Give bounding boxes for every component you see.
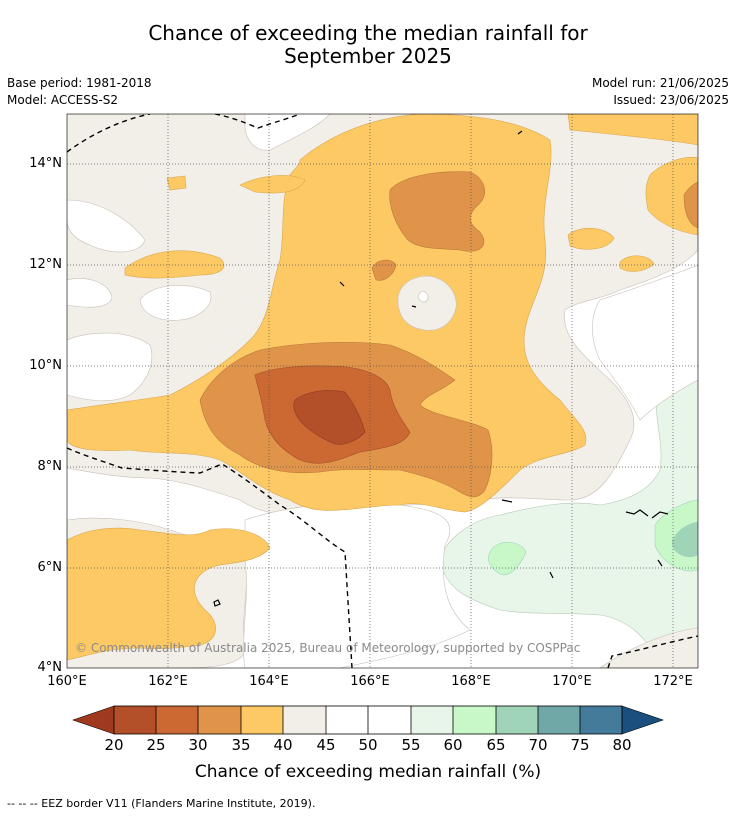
field-45-55-ring [417, 291, 429, 303]
rainfall-map [66, 113, 699, 669]
lon-tick-166: 166°E [350, 674, 390, 689]
field-45-55-w1 [67, 278, 113, 308]
field-45-55-e [592, 264, 698, 421]
colorbar-bin-75-80 [580, 706, 622, 734]
cb-tick-70: 70 [528, 736, 548, 754]
base-period: Base period: 1981-2018 [7, 76, 152, 90]
colorbar-bin-35-40 [241, 706, 283, 734]
lon-tick-160: 160°E [47, 674, 87, 689]
colorbar-dividers [155, 706, 581, 734]
colorbar-under-arrow [72, 705, 115, 735]
title-line-2: September 2025 [284, 44, 452, 68]
colorbar-bin-20-25 [114, 706, 156, 734]
cb-tick-40: 40 [273, 736, 293, 754]
cb-tick-75: 75 [570, 736, 590, 754]
colorbar-frame [113, 705, 623, 735]
cb-tick-80: 80 [612, 736, 632, 754]
model-name: Model: ACCESS-S2 [7, 93, 119, 107]
lat-tick-14: 14°N [29, 156, 62, 171]
island-marks [213, 130, 669, 607]
cb-tick-25: 25 [146, 736, 166, 754]
cb-tick-45: 45 [316, 736, 336, 754]
copyright-notice: © Commonwealth of Australia 2025, Bureau… [75, 641, 581, 655]
eez-legend-note: -- -- -- EEZ border V11 (Flanders Marine… [7, 797, 316, 810]
model-run: Model run: 21/06/2025 [591, 76, 729, 90]
lat-tick-10: 10°N [29, 358, 62, 373]
field-65-70 [672, 522, 698, 558]
field-35-40-dot [166, 175, 187, 191]
cb-tick-60: 60 [443, 736, 463, 754]
cb-tick-55: 55 [401, 736, 421, 754]
colorbar-bin-55-60 [411, 706, 453, 734]
lat-tick-4: 4°N [37, 660, 63, 675]
lon-tick-164: 164°E [249, 674, 289, 689]
chart-title: Chance of exceeding the median rainfall … [0, 22, 736, 68]
cb-tick-50: 50 [358, 736, 378, 754]
field-35-40-e2 [567, 227, 615, 250]
field-45-55-top [244, 114, 331, 151]
meta-right: Model run: 21/06/2025 Issued: 23/06/2025 [592, 75, 729, 109]
field-30-35-e [683, 181, 698, 229]
lat-tick-6: 6°N [37, 560, 63, 575]
field-30-35-small [371, 259, 397, 281]
cb-tick-65: 65 [486, 736, 506, 754]
lon-tick-168: 168°E [451, 674, 491, 689]
field-45-55-nw [67, 199, 146, 253]
colorbar-bin-45-50 [326, 706, 368, 734]
colorbar-bin-70-75 [538, 706, 580, 734]
colorbar [72, 705, 664, 735]
colorbar-label: Chance of exceeding median rainfall (%) [194, 762, 542, 782]
cb-tick-20: 20 [104, 736, 124, 754]
field-60-65-a [488, 541, 527, 576]
lon-tick-162: 162°E [148, 674, 188, 689]
field-35-40-n [239, 175, 306, 194]
issued-date: Issued: 23/06/2025 [613, 93, 729, 107]
colorbar-bin-65-70 [496, 706, 538, 734]
map-fields [67, 114, 698, 668]
field-45-55-w3 [67, 332, 153, 402]
lon-tick-172: 172°E [653, 674, 693, 689]
colorbar-bin-30-35 [198, 706, 241, 734]
colorbar-bin-25-30 [156, 706, 198, 734]
field-55-60-east [439, 379, 698, 668]
meta-left: Base period: 1981-2018 Model: ACCESS-S2 [7, 75, 152, 109]
cb-tick-35: 35 [231, 736, 251, 754]
field-45-55-w2 [139, 285, 212, 321]
colorbar-bin-40-45 [283, 706, 326, 734]
title-line-1: Chance of exceeding the median rainfall … [148, 21, 588, 45]
field-35-40-nw [124, 250, 225, 279]
field-40-45-ring [397, 275, 457, 331]
field-35-40-e [645, 156, 698, 236]
map-gridlines [67, 114, 698, 668]
field-35-40-sw [67, 527, 271, 661]
colorbar-bin-60-65 [453, 706, 496, 734]
lat-tick-12: 12°N [29, 257, 62, 272]
cb-tick-30: 30 [188, 736, 208, 754]
colorbar-bin-50-55 [368, 706, 411, 734]
colorbar-over-arrow [621, 705, 664, 735]
eez-borders [67, 114, 698, 668]
field-30-35-north [389, 171, 485, 252]
lat-tick-8: 8°N [37, 459, 63, 474]
map-frame [66, 113, 699, 669]
field-35-40-e3 [619, 255, 655, 272]
field-20-25 [293, 390, 366, 445]
lon-tick-170: 170°E [552, 674, 592, 689]
